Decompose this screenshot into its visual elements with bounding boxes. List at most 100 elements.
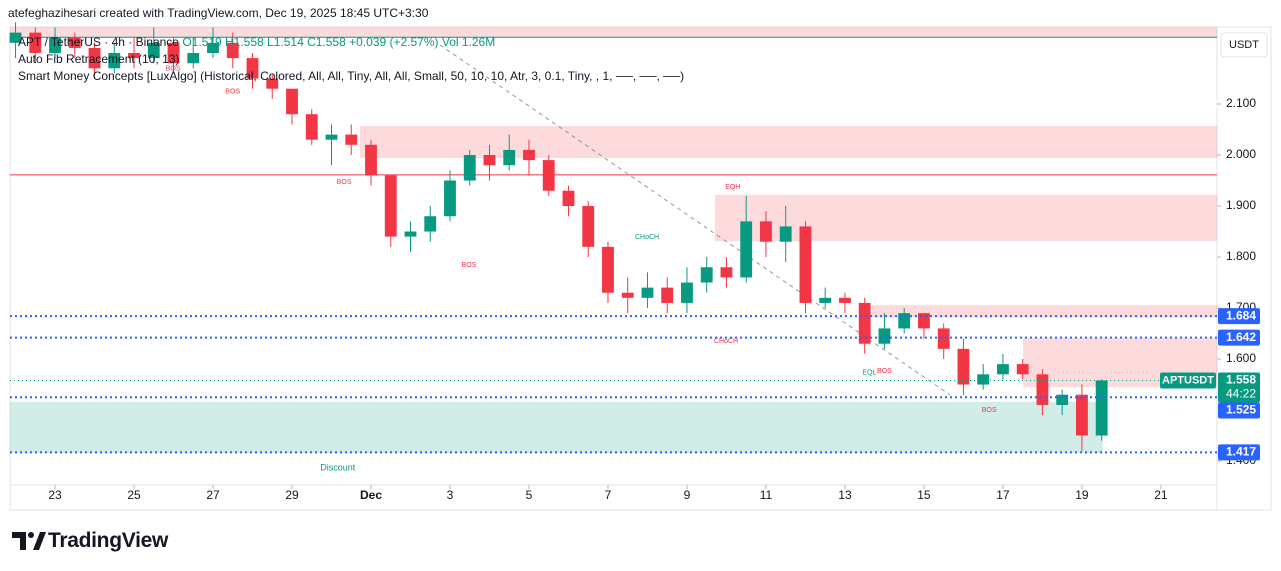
price-line-box — [1218, 402, 1260, 419]
ohlc: O1.519 H1.558 L1.514 C1.558 +0.039 (+2.5… — [182, 35, 439, 49]
candle-body — [937, 328, 950, 349]
x-tick-label: 13 — [838, 488, 852, 502]
x-tick-label: 21 — [1154, 488, 1168, 502]
candle-body — [325, 134, 338, 140]
annotation: CHoCH — [635, 234, 659, 241]
candle-body — [1095, 380, 1108, 436]
annotation: CHoCH — [714, 338, 738, 345]
price-line-label: 1.417 — [1226, 445, 1256, 459]
credit: atefeghazihesari created with TradingVie… — [8, 6, 429, 20]
candle-body — [799, 226, 812, 303]
candle-body — [1036, 374, 1049, 405]
y-tick-label: 2.000 — [1226, 147, 1256, 161]
x-tick-label: 25 — [127, 488, 141, 502]
y-tick-label: 1.600 — [1226, 351, 1256, 365]
zone — [359, 125, 1218, 159]
candle-body — [108, 53, 121, 69]
candle-body — [681, 282, 693, 303]
candle-body — [602, 246, 614, 293]
candle-body — [503, 149, 516, 166]
candle-body — [839, 297, 851, 303]
candle-body — [858, 302, 871, 344]
candle-body — [542, 160, 555, 191]
price-line-label: 1.525 — [1226, 403, 1256, 417]
annotation: BOS — [982, 407, 997, 414]
candle-body — [167, 42, 180, 64]
candle-body — [9, 32, 22, 43]
annotation: EQH — [725, 184, 740, 191]
annotation: BOS — [337, 179, 352, 186]
candle-body — [1016, 364, 1029, 375]
price-line-label: 1.642 — [1226, 330, 1256, 344]
x-tick-label: 19 — [1075, 488, 1089, 502]
candle-body — [187, 53, 200, 64]
candle-body — [463, 155, 476, 181]
countdown: 44:22 — [1226, 387, 1256, 401]
candle-body — [720, 267, 733, 278]
annotation: BOS — [225, 89, 240, 96]
x-tick-label: 5 — [526, 488, 533, 502]
price-line-box — [1218, 444, 1260, 461]
candle-body — [49, 37, 61, 54]
y-tick-label: 1.800 — [1226, 249, 1256, 263]
candle-body — [957, 348, 970, 385]
volume: Vol 1.26M — [441, 35, 496, 49]
candle-body — [918, 313, 930, 329]
candle-body — [641, 287, 654, 298]
x-tick-label: 7 — [605, 488, 612, 502]
candle-body — [977, 374, 990, 385]
candle-body — [760, 221, 772, 242]
symbol-box — [1160, 372, 1216, 389]
candle-body — [523, 149, 535, 161]
price-line-label: 1.684 — [1226, 308, 1256, 322]
candle-body — [365, 144, 377, 176]
candle-body — [207, 42, 219, 54]
x-tick-label: Dec — [360, 488, 382, 502]
candle-body — [88, 47, 101, 69]
candle-body — [29, 32, 42, 54]
annotation: Discount — [320, 463, 356, 473]
candle-body — [562, 190, 575, 207]
symbol-label: APTUSDT — [1162, 374, 1214, 386]
annotation: BOS — [877, 368, 892, 375]
candle-body — [483, 155, 496, 166]
candle-body — [740, 221, 753, 278]
candle-body — [266, 78, 279, 89]
candle-body — [661, 287, 674, 303]
x-tick-label: 11 — [760, 488, 773, 502]
zone — [871, 304, 1217, 318]
candle-body — [700, 267, 713, 283]
x-tick-label: 15 — [917, 488, 931, 502]
y-tick-label: 2.100 — [1226, 96, 1256, 110]
brand-logo — [12, 532, 46, 550]
symbol: APT / TetherUS · 4h · Binance — [18, 35, 179, 49]
last-price-label: 1.558 — [1226, 373, 1256, 387]
x-tick-label: 3 — [447, 488, 454, 502]
x-tick-label: 17 — [996, 488, 1010, 502]
annotation: BOS — [166, 66, 181, 73]
x-tick-label: 29 — [285, 488, 299, 502]
x-tick-label: 9 — [684, 488, 691, 502]
price-line-box — [1218, 308, 1260, 325]
currency-button[interactable] — [1220, 32, 1268, 58]
zone — [10, 27, 1217, 38]
candle-body — [819, 297, 832, 303]
candle-body — [1056, 394, 1069, 405]
candle-body — [147, 42, 160, 59]
chart-frame — [9, 26, 1272, 511]
zone — [10, 401, 1103, 453]
candle-body — [878, 328, 891, 344]
candle-body — [246, 58, 259, 79]
candle-body — [384, 175, 397, 237]
x-tick-label: 27 — [206, 488, 220, 502]
candle-body — [226, 42, 239, 59]
candle-body — [444, 180, 456, 217]
candle-body — [424, 216, 437, 232]
candle-body — [898, 313, 911, 329]
candle-body — [128, 53, 140, 59]
x-tick-label: 23 — [48, 488, 62, 502]
candle-body — [621, 292, 634, 298]
